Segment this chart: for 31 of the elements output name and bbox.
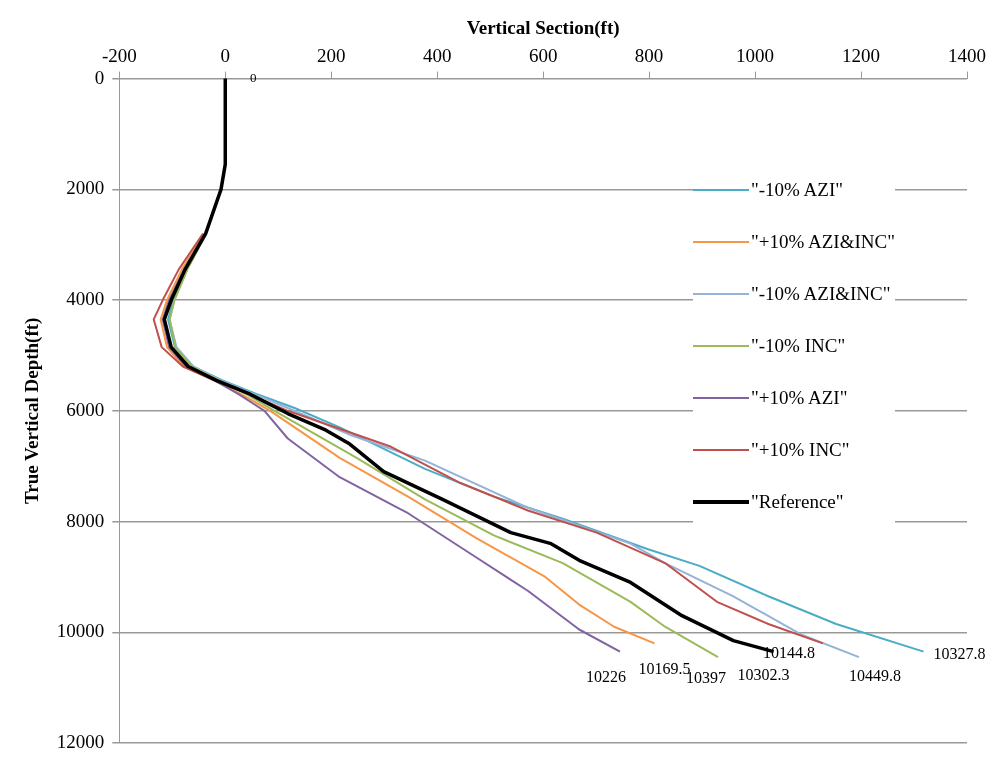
y-tick-label: 6000 (66, 398, 105, 420)
y-tick-label: 4000 (66, 288, 105, 310)
legend-label: "-10% AZI&INC" (751, 283, 891, 305)
y-tick-label: 8000 (66, 509, 105, 531)
annotation: 10302.3 (737, 665, 790, 683)
x-tick-label: 1400 (948, 45, 986, 67)
y-tick-label: 2000 (66, 177, 105, 199)
legend-label: "-10% AZI" (751, 179, 844, 201)
legend-label: "-10% INC" (751, 335, 846, 357)
y-axis-title: True Vertical Depth(ft) (21, 317, 44, 505)
y-tick-label: 10000 (56, 620, 105, 642)
y-tick-label: 12000 (56, 730, 105, 752)
x-tick-label: 800 (634, 45, 664, 67)
legend-label: "+10% AZI&INC" (751, 231, 895, 253)
x-tick-label: 0 (220, 45, 231, 67)
annotation: 0 (250, 70, 257, 86)
legend-label: "+10% AZI" (751, 387, 848, 409)
x-tick-label: -200 (101, 45, 137, 67)
y-tick-label: 0 (94, 66, 105, 88)
annotation: 10226 (585, 667, 626, 685)
annotation: 10449.8 (848, 667, 901, 685)
x-tick-label: 600 (528, 45, 558, 67)
x-tick-label: 1200 (842, 45, 881, 67)
x-tick-label: 400 (422, 45, 452, 67)
x-tick-label: 200 (316, 45, 346, 67)
x-axis-title: Vertical Section(ft) (466, 17, 620, 40)
annotation: 10327.8 (933, 644, 986, 662)
annotation: 10144.8 (762, 643, 815, 661)
legend-label: "+10% INC" (751, 439, 850, 461)
x-tick-label: 1000 (736, 45, 775, 67)
legend-label: "Reference" (751, 491, 844, 513)
